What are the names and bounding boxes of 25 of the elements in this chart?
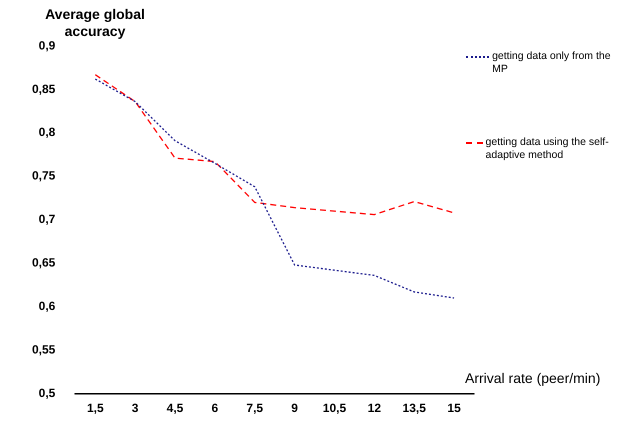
y-tick-label: 0,7 — [38, 212, 56, 226]
x-tick-label: 6 — [212, 401, 219, 416]
y-tick-label: 0,55 — [32, 342, 56, 356]
legend-label: getting data only from the MP — [492, 50, 612, 76]
line-series — [94, 78, 455, 299]
x-axis-title: Arrival rate (peer/min) — [465, 370, 600, 386]
x-tick-label: 15 — [447, 401, 462, 416]
y-tick-label: 0,5 — [38, 386, 56, 400]
x-tick-label: 1,5 — [86, 401, 104, 416]
x-tick-label: 7,5 — [246, 401, 264, 416]
x-tick-label: 12 — [368, 401, 382, 416]
y-tick-label: 0,65 — [32, 256, 56, 270]
x-tick-label: 9 — [291, 401, 298, 416]
x-tick-label: 10,5 — [322, 401, 346, 416]
y-tick-label: 0,6 — [38, 299, 56, 314]
y-axis-title: Average global accuracy — [44, 6, 146, 40]
y-tick-label: 0,8 — [38, 125, 56, 140]
x-tick-label: 13,5 — [402, 401, 426, 416]
y-tick-label: 0,75 — [32, 168, 56, 183]
y-tick-label: 0,85 — [32, 82, 56, 96]
line-series — [94, 74, 455, 216]
x-tick-label: 4,5 — [166, 401, 184, 416]
x-tick-label: 3 — [132, 401, 139, 416]
legend-label: getting data using the self-adaptive method — [486, 136, 610, 162]
y-tick-label: 0,9 — [38, 38, 56, 52]
